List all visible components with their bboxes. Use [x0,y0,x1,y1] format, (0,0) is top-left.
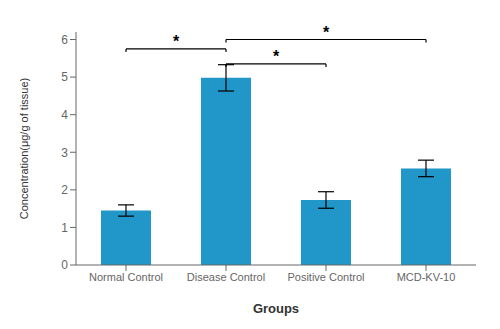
svg-text:6: 6 [61,33,68,47]
svg-text:Positive Control: Positive Control [287,271,364,283]
svg-text:4: 4 [61,108,68,122]
svg-text:Disease Control: Disease Control [187,271,265,283]
svg-text:*: * [173,33,180,50]
svg-text:*: * [273,48,280,65]
svg-text:5: 5 [61,70,68,84]
svg-text:MCD-KV-10: MCD-KV-10 [397,271,456,283]
svg-text:Groups: Groups [253,301,299,316]
svg-text:0: 0 [61,258,68,272]
svg-text:Concentration(μg/g of tissue): Concentration(μg/g of tissue) [18,78,30,219]
svg-text:3: 3 [61,146,68,160]
svg-text:Normal Control: Normal Control [89,271,163,283]
svg-text:2: 2 [61,183,68,197]
svg-text:*: * [323,24,330,41]
svg-text:1: 1 [61,221,68,235]
